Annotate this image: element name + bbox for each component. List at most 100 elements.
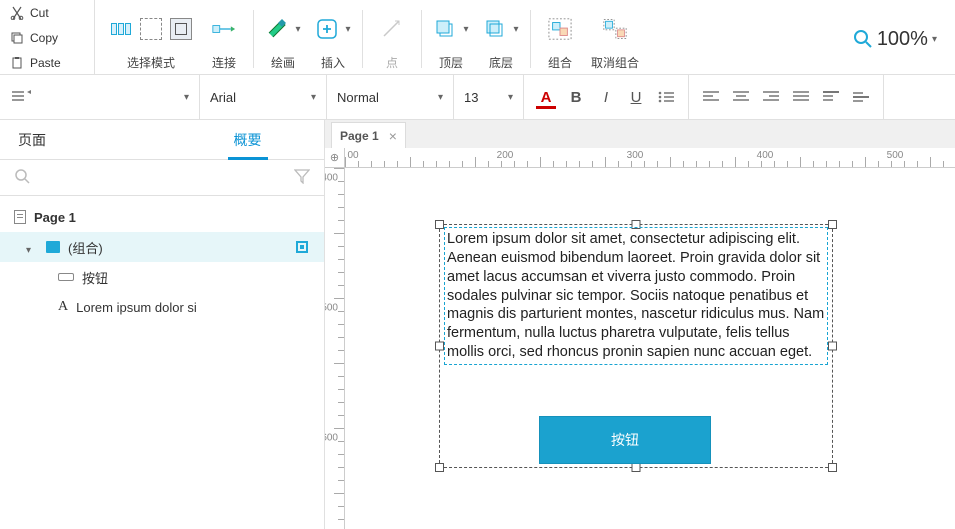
- sidebar-tab-outline[interactable]: 概要: [171, 120, 324, 159]
- underline-button[interactable]: U: [626, 87, 646, 107]
- canvas-text-content: Lorem ipsum dolor sit amet, consectetur …: [447, 231, 824, 360]
- font-style-cell[interactable]: Normal ▾: [327, 75, 454, 119]
- main-area: 页面 概要 Page 1 (组合) 按钮: [0, 120, 955, 529]
- selection-indicator-icon: [296, 241, 308, 253]
- connect-icon[interactable]: [212, 17, 236, 41]
- font-size-cell[interactable]: 13 ▾: [454, 75, 524, 119]
- resize-handle-tl[interactable]: [435, 220, 444, 229]
- insert-group: ▾ 插入: [308, 4, 358, 74]
- copy-icon: [10, 31, 24, 45]
- draw-label: 绘画: [271, 52, 295, 72]
- tree-page-label: Page 1: [34, 210, 76, 225]
- zoom-dropdown-icon[interactable]: ▾: [932, 34, 937, 45]
- dots-group: 点: [367, 4, 417, 74]
- text-style-buttons: A B I U: [524, 75, 689, 119]
- folder-icon: [46, 241, 60, 253]
- ribbon-toolbar: Cut Copy Paste 选择模式 连接 ▾ 绘画: [0, 0, 955, 75]
- draw-icon[interactable]: [265, 17, 289, 41]
- sidebar-search-row: [0, 160, 324, 196]
- valign-middle-button[interactable]: [851, 87, 871, 107]
- align-center-button[interactable]: [731, 87, 751, 107]
- tree-page-row[interactable]: Page 1: [0, 202, 324, 232]
- paste-button[interactable]: Paste: [6, 52, 94, 74]
- select-multi-icon[interactable]: [109, 17, 133, 41]
- insert-icon[interactable]: [315, 17, 339, 41]
- sidebar-tab-pages[interactable]: 页面: [0, 120, 171, 159]
- font-family-value: Arial: [210, 90, 236, 105]
- sidebar-tabs: 页面 概要: [0, 120, 324, 160]
- font-family-cell[interactable]: Arial ▾: [200, 75, 327, 119]
- clipboard-group: Cut Copy Paste: [0, 0, 95, 74]
- document-tab-label: Page 1: [340, 129, 379, 143]
- ungroup-icon[interactable]: [603, 17, 627, 41]
- draw-dropdown-icon[interactable]: ▾: [295, 24, 300, 35]
- resize-handle-bl[interactable]: [435, 463, 444, 472]
- canvas-button-shape[interactable]: 按钮: [539, 416, 711, 464]
- font-style-dropdown-icon[interactable]: ▾: [438, 92, 443, 103]
- text-shape-icon: A: [58, 299, 68, 315]
- paste-label: Paste: [30, 56, 61, 70]
- connect-label: 连接: [212, 52, 236, 72]
- resize-handle-mr[interactable]: [828, 342, 837, 351]
- align-left-button[interactable]: [701, 87, 721, 107]
- resize-handle-br[interactable]: [828, 463, 837, 472]
- bold-button[interactable]: B: [566, 87, 586, 107]
- fold-icon[interactable]: [26, 241, 38, 253]
- paragraph-style-cell[interactable]: ▾: [0, 75, 200, 119]
- document-tabbar: Page 1 ×: [325, 120, 955, 148]
- align-justify-button[interactable]: [791, 87, 811, 107]
- ungroup-group: 取消组合: [585, 4, 645, 74]
- top-layer-label: 顶层: [439, 52, 463, 72]
- italic-button[interactable]: I: [596, 87, 616, 107]
- copy-button[interactable]: Copy: [6, 27, 94, 49]
- font-color-button[interactable]: A: [536, 87, 556, 107]
- insert-dropdown-icon[interactable]: ▾: [345, 24, 350, 35]
- connect-group: 连接: [199, 4, 249, 74]
- cut-button[interactable]: Cut: [6, 2, 94, 24]
- list-button[interactable]: [656, 87, 676, 107]
- select-single-icon[interactable]: [169, 17, 193, 41]
- copy-label: Copy: [30, 31, 58, 45]
- page-icon: [14, 210, 26, 224]
- group-label: 组合: [548, 52, 572, 72]
- search-icon[interactable]: [14, 168, 30, 187]
- ruler-corner: ⊕: [325, 148, 345, 168]
- bottom-layer-group: ▾ 底层: [476, 4, 526, 74]
- select-mode-label: 选择模式: [127, 52, 175, 72]
- filter-icon[interactable]: [294, 168, 310, 187]
- group-group: 组合: [535, 4, 585, 74]
- bottom-layer-dropdown-icon[interactable]: ▾: [513, 24, 518, 35]
- dots-icon: [380, 17, 404, 41]
- tree-child-text[interactable]: A Lorem ipsum dolor si: [0, 292, 324, 322]
- font-size-dropdown-icon[interactable]: ▾: [508, 92, 513, 103]
- valign-top-button[interactable]: [821, 87, 841, 107]
- top-layer-group: ▾ 顶层: [426, 4, 476, 74]
- ruler-vertical: 400 500 600: [325, 168, 345, 529]
- font-family-dropdown-icon[interactable]: ▾: [311, 92, 316, 103]
- ungroup-label: 取消组合: [591, 52, 639, 72]
- canvas-text-block[interactable]: Lorem ipsum dolor sit amet, consectetur …: [444, 227, 828, 365]
- style-dropdown-icon[interactable]: ▾: [184, 92, 189, 103]
- top-layer-icon[interactable]: [433, 17, 457, 41]
- tree-child-button-label: 按钮: [82, 268, 108, 287]
- ribbon-groups: 选择模式 连接 ▾ 绘画 ▾ 插入 点 ▾ 顶层 ▾ 底层: [95, 0, 955, 74]
- canvas-area: Page 1 × ⊕ 00 200 300 400 500 400 500 60…: [325, 120, 955, 529]
- top-layer-dropdown-icon[interactable]: ▾: [463, 24, 468, 35]
- close-tab-icon[interactable]: ×: [389, 128, 397, 144]
- zoom-control[interactable]: 100% ▾: [853, 4, 947, 74]
- cut-icon: [10, 6, 24, 20]
- bottom-layer-icon[interactable]: [483, 17, 507, 41]
- align-right-button[interactable]: [761, 87, 781, 107]
- resize-handle-ml[interactable]: [435, 342, 444, 351]
- resize-handle-tr[interactable]: [828, 220, 837, 229]
- style-icon: [10, 88, 32, 106]
- ruler-horizontal: 00 200 300 400 500: [345, 148, 955, 168]
- document-tab[interactable]: Page 1 ×: [331, 122, 406, 148]
- resize-handle-bm[interactable]: [632, 463, 641, 472]
- group-icon[interactable]: [548, 17, 572, 41]
- tree-group-row[interactable]: (组合): [0, 232, 324, 262]
- tree-group-label: (组合): [68, 238, 103, 257]
- tree-child-button[interactable]: 按钮: [0, 262, 324, 292]
- select-marquee-icon[interactable]: [139, 17, 163, 41]
- canvas-page[interactable]: Lorem ipsum dolor sit amet, consectetur …: [345, 168, 955, 529]
